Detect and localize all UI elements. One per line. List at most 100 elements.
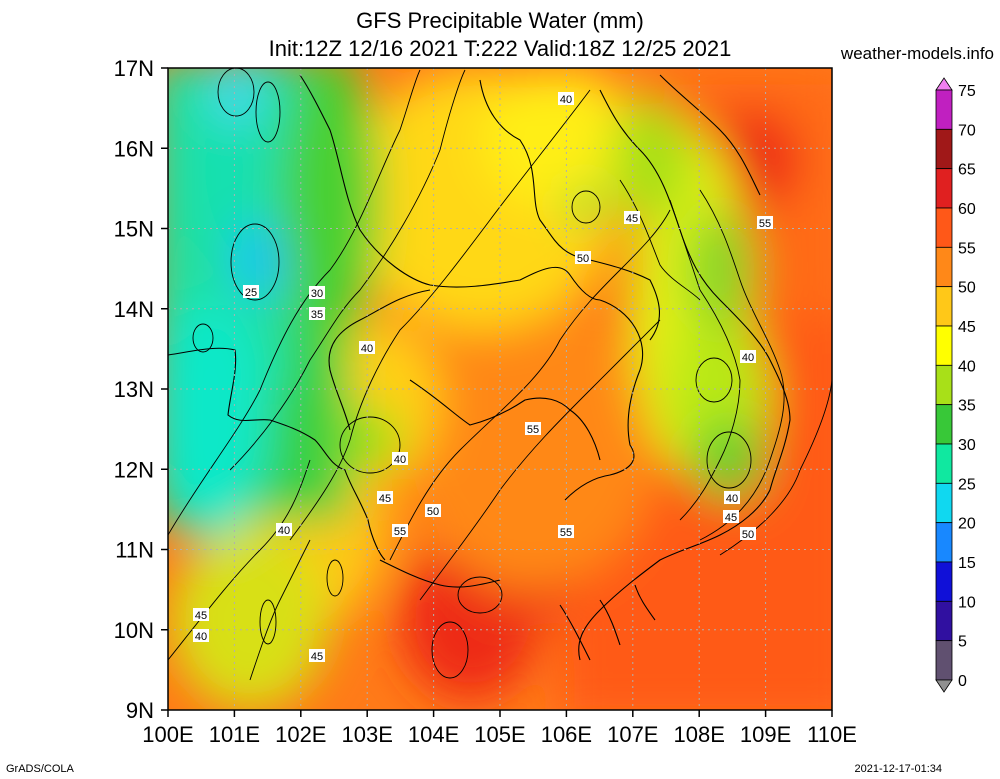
colorbar-bin <box>935 325 953 366</box>
contour-label-bg <box>740 527 756 540</box>
colorbar-cap-bottom <box>935 679 953 693</box>
lon-label: 100E <box>142 722 193 747</box>
lat-label: 9N <box>126 698 154 723</box>
contour-label-bg <box>723 510 739 523</box>
contour-labels: 40 45 55 50 25 30 35 40 40 55 40 45 50 55 40 55 40 45 50 45… <box>193 92 773 663</box>
lon-label: 102E <box>275 722 326 747</box>
lat-label: 11N <box>115 538 154 563</box>
borders-layer <box>168 74 791 661</box>
contour-label: 35 <box>311 309 323 321</box>
lat-label: 13N <box>114 377 154 402</box>
colorbar-bin <box>935 89 953 130</box>
contour-label: 25 <box>245 287 257 299</box>
contour-label: 45 <box>626 213 638 225</box>
lon-label: 106E <box>541 722 592 747</box>
lon-label: 110E <box>807 722 857 747</box>
contour-label: 55 <box>394 526 406 538</box>
contour-label-bg <box>359 341 375 354</box>
contour-label: 40 <box>394 454 406 466</box>
lon-label: 109E <box>740 722 791 747</box>
colorbar-bin <box>935 207 953 248</box>
colorbar-label: 25 <box>958 476 976 493</box>
colorbar-cap-top <box>935 77 953 91</box>
contour-label: 45 <box>311 651 323 663</box>
footer-credit: GrADS/COLA <box>6 763 74 775</box>
contour-label: 45 <box>195 610 207 622</box>
contour-label-bg <box>392 524 408 537</box>
colorbar-bin <box>935 443 953 484</box>
contour-label-bg <box>724 491 740 504</box>
map-subtitle: Init:12Z 12/16 2021 T:222 Valid:18Z 12/2… <box>268 36 732 61</box>
contour-label: 55 <box>527 424 539 436</box>
colorbar-label: 5 <box>958 634 967 651</box>
colorbar-label: 40 <box>958 358 976 375</box>
lat-label: 17N <box>114 56 154 81</box>
lat-label: 15N <box>114 217 154 242</box>
lon-label: 107E <box>607 722 658 747</box>
contour-label: 55 <box>759 218 771 230</box>
colorbar-bin <box>935 522 953 563</box>
lon-label: 104E <box>408 722 459 747</box>
contour-label: 50 <box>427 506 439 518</box>
colorbar-label: 35 <box>958 398 976 415</box>
contour-label-bg <box>309 286 325 299</box>
colorbar-label: 0 <box>958 673 967 690</box>
colorbar-bin <box>935 128 953 170</box>
lat-label: 12N <box>114 457 154 482</box>
colorbar-label: 55 <box>958 240 976 257</box>
contour-label-bg <box>624 211 640 224</box>
contour-label-bg <box>525 422 541 435</box>
contour-label-bg <box>377 491 393 504</box>
contour-label: 30 <box>311 288 323 300</box>
contour-label-bg <box>575 251 591 264</box>
field-layer <box>168 68 832 710</box>
colorbar-bin <box>935 168 953 209</box>
contour-label-bg <box>757 216 773 229</box>
contour-label-bg <box>392 452 408 465</box>
colorbar-label: 50 <box>958 280 976 297</box>
colorbar-label: 15 <box>958 555 976 572</box>
lon-label: 105E <box>474 722 525 747</box>
colorbar-bin <box>935 600 953 642</box>
colorbar-label: 30 <box>958 437 976 454</box>
colorbar-label: 65 <box>958 162 976 179</box>
contour-label-bg <box>243 285 259 298</box>
contour-label: 40 <box>742 352 754 364</box>
lon-label: 103E <box>342 722 393 747</box>
contour-label: 45 <box>725 512 737 524</box>
colorbar-label: 45 <box>958 319 976 336</box>
colorbar-bin <box>935 640 953 681</box>
colorbar-bin <box>935 286 953 327</box>
contour-label-bg <box>309 649 325 662</box>
lat-label: 16N <box>114 136 154 161</box>
contour-label: 40 <box>726 493 738 505</box>
gridlines <box>168 68 832 710</box>
contour-label-bg <box>740 350 756 363</box>
latitude-labels: 17N 16N 15N 14N 13N 12N 11N 10N 9N <box>114 56 154 723</box>
colorbar-bin <box>935 482 953 524</box>
contour-label: 40 <box>361 343 373 355</box>
contour-label-bg <box>276 523 292 536</box>
lon-label: 101E <box>209 722 260 747</box>
contour-label-bg <box>309 307 325 320</box>
colorbar-bin <box>935 364 953 406</box>
contour-label: 40 <box>195 631 207 643</box>
longitude-labels: 100E 101E 102E 103E 104E 105E 106E 107E 108E 109E… <box>142 722 857 747</box>
contour-label-bg <box>558 92 574 105</box>
lon-label: 108E <box>674 722 725 747</box>
contour-label: 50 <box>742 529 754 541</box>
site-label: weather-models.info <box>840 44 994 63</box>
contour-label: 40 <box>560 94 572 106</box>
colorbar-bin <box>935 246 953 288</box>
colorbar-bin <box>935 404 953 445</box>
colorbar-label: 70 <box>958 122 976 139</box>
contour-label: 45 <box>379 493 391 505</box>
contour-label: 40 <box>278 525 290 537</box>
contour-label: 55 <box>560 527 572 539</box>
contour-label-bg <box>558 525 574 538</box>
footer-timestamp: 2021-12-17-01:34 <box>854 763 942 775</box>
colorbar-label: 75 <box>958 83 976 100</box>
colorbar-bin <box>935 561 953 602</box>
